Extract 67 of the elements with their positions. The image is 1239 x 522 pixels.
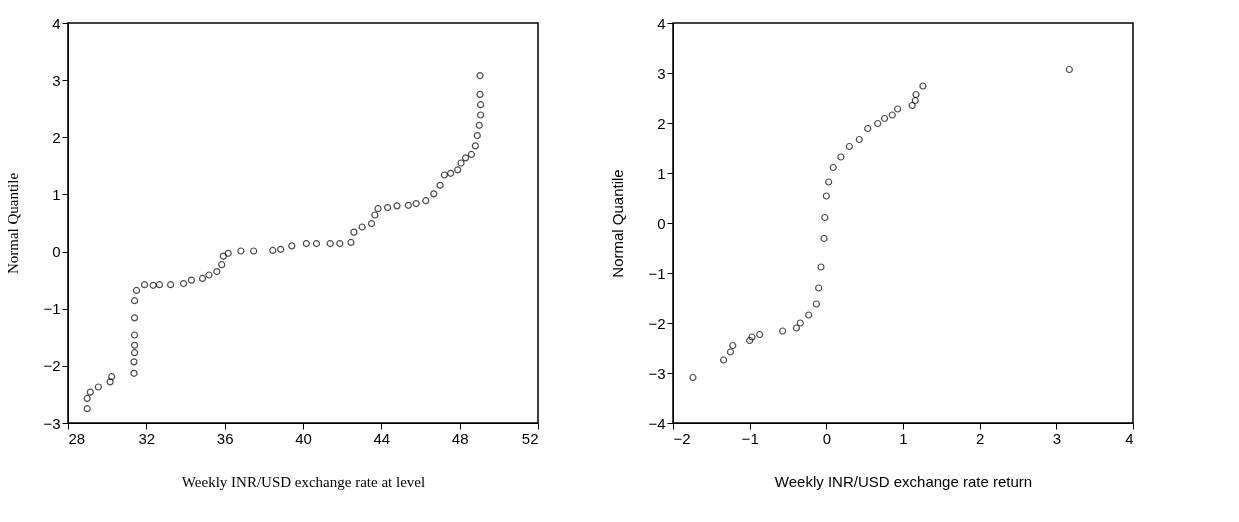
y-tick-label: 0	[657, 214, 666, 232]
x-tick-label: 3	[1052, 429, 1062, 447]
x-tick-label: −1	[741, 429, 759, 447]
x-tick-label: 40	[295, 429, 312, 447]
point	[817, 263, 825, 271]
y-tick-label: −2	[648, 314, 666, 332]
y-tick-label: 1	[657, 164, 666, 182]
y-tick-label: 2	[52, 128, 61, 146]
x-tick-label: −2	[673, 429, 691, 447]
x-tick-label: 1	[899, 429, 908, 447]
point	[821, 213, 829, 222]
point	[792, 324, 801, 332]
y-tick-label: 1	[52, 185, 61, 203]
x-tick-label: 28	[68, 429, 86, 447]
x-tick-label: 44	[373, 429, 391, 447]
y-tick-label: −1	[43, 300, 61, 318]
point	[829, 163, 837, 172]
point	[746, 336, 754, 345]
point	[919, 82, 927, 90]
point	[729, 341, 737, 350]
point	[888, 111, 896, 119]
point	[1065, 65, 1073, 74]
point	[912, 90, 920, 99]
x-tick-label: 48	[451, 429, 469, 447]
point	[864, 124, 872, 133]
point	[820, 234, 828, 243]
point	[894, 105, 902, 113]
point	[881, 114, 889, 123]
point	[756, 330, 764, 339]
x-tick-label: 32	[138, 429, 156, 447]
y-tick-label: 2	[657, 114, 666, 132]
point	[855, 135, 863, 144]
point	[796, 319, 804, 327]
point	[825, 178, 833, 186]
x-tick-label: 36	[216, 429, 234, 447]
x-axis-title: Weekly INR/USD exchange rate at level	[181, 473, 426, 490]
point	[822, 192, 830, 200]
point	[812, 300, 820, 308]
y-axis-title: Normal Quantile	[609, 169, 627, 278]
point	[748, 333, 756, 341]
point	[726, 348, 735, 356]
point	[874, 119, 882, 128]
y-tick-label: 4	[52, 14, 61, 32]
x-tick-label: 0	[822, 429, 832, 447]
y-tick-label: −1	[648, 264, 666, 282]
y-tick-label: 3	[657, 64, 666, 82]
point	[837, 153, 845, 161]
point	[908, 101, 916, 110]
point	[689, 373, 697, 382]
x-tick-label: 2	[975, 429, 985, 447]
point	[805, 311, 813, 319]
x-tick-label: 4	[1125, 429, 1134, 447]
x-axis-title: Weekly INR/USD exchange rate return	[774, 472, 1033, 490]
point	[911, 96, 919, 105]
x-tick-label: 52	[521, 429, 539, 447]
point	[720, 356, 728, 364]
y-tick-label: 4	[657, 14, 666, 32]
y-tick-label: 3	[52, 71, 61, 89]
y-axis-title: Normal Quantile	[5, 172, 22, 275]
point	[845, 142, 853, 151]
y-tick-label: 0	[52, 243, 61, 261]
y-tick-label: −2	[43, 357, 61, 375]
y-tick-label: −3	[43, 414, 61, 432]
point	[815, 284, 823, 292]
y-tick-label: −3	[648, 364, 666, 382]
y-tick-label: −4	[648, 414, 666, 432]
point	[779, 327, 787, 335]
